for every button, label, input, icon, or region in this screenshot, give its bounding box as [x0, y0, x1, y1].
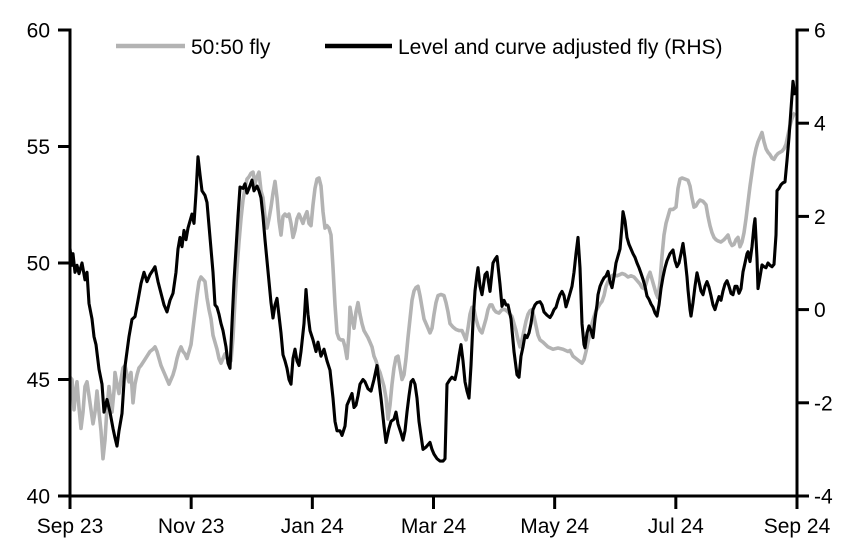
x-axis-tick-label: Jan 24 — [281, 515, 344, 538]
right-axis-tick-label: 4 — [814, 113, 826, 136]
x-axis-tick-label: Nov 23 — [158, 515, 225, 538]
right-axis-tick-label: 2 — [814, 206, 826, 229]
x-axis-tick-label: Sep 24 — [764, 515, 831, 538]
right-axis-tick-label: 6 — [814, 20, 826, 43]
right-axis-tick-label: 0 — [814, 299, 826, 322]
legend-label-5050-fly: 50:50 fly — [191, 36, 271, 59]
x-axis-tick-label: May 24 — [520, 515, 589, 538]
left-axis-tick-label: 45 — [27, 369, 50, 392]
legend-label-adjusted-fly: Level and curve adjusted fly (RHS) — [398, 36, 723, 59]
series-line-adjusted-fly — [68, 79, 797, 463]
right-axis-tick-label: -4 — [814, 486, 833, 509]
x-axis-tick-label: Sep 23 — [37, 515, 104, 538]
left-axis-tick-label: 40 — [27, 486, 50, 509]
left-axis-tick-label: 50 — [27, 253, 50, 276]
left-axis-tick-label: 55 — [27, 136, 50, 159]
series-line-5050-fly — [68, 111, 797, 461]
x-axis-tick-label: Mar 24 — [401, 515, 467, 538]
right-axis-tick-label: -2 — [814, 392, 833, 415]
legend: 50:50 fly Level and curve adjusted fly (… — [116, 36, 723, 59]
x-axis-tick-label: Jul 24 — [648, 515, 704, 538]
plot-area: 40 45 50 55 60 -4 -2 0 2 4 6 Sep 23 Nov 23 Jan 24 Mar … — [27, 20, 833, 539]
left-axis-tick-label: 60 — [27, 20, 50, 43]
